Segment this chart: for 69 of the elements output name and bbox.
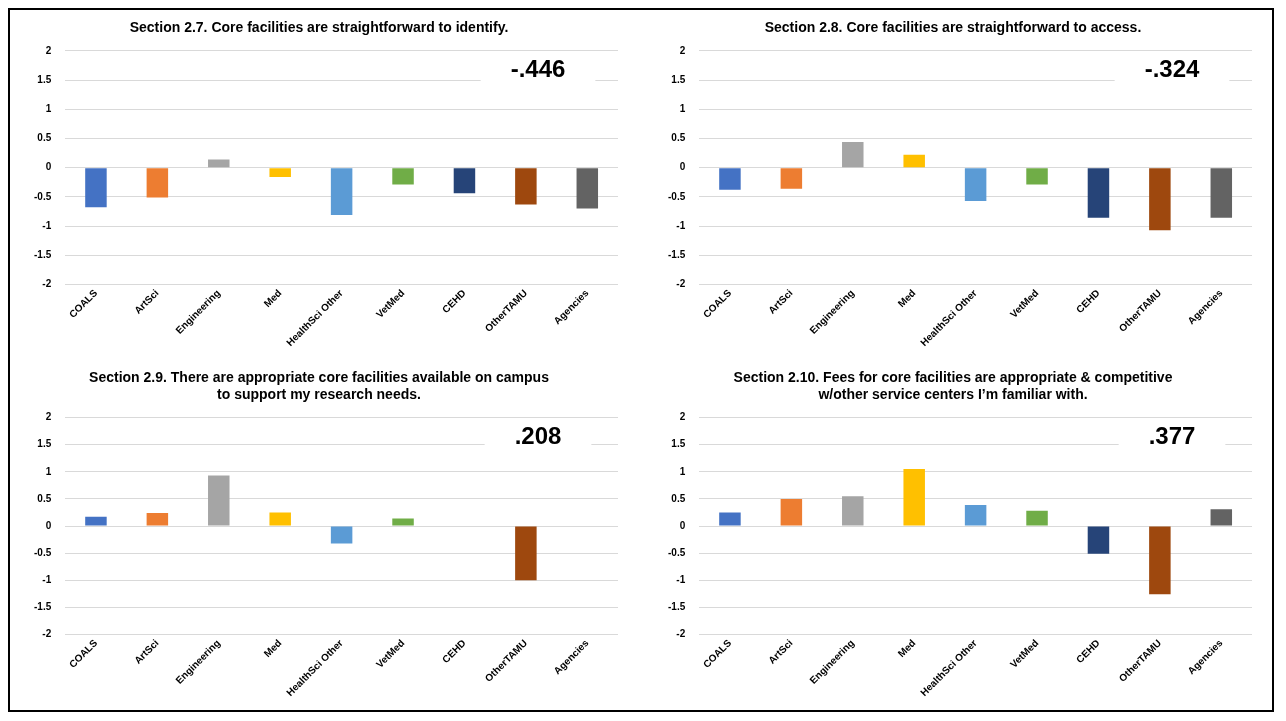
bar [719,168,741,190]
bar [1149,168,1171,231]
y-tick-label: -2 [42,628,52,640]
annotation: .377 [1148,422,1196,450]
bar [842,496,864,526]
y-tick-label: -0.5 [34,190,52,202]
y-tick-label: 2 [45,411,52,423]
annotation: -.446 [510,55,566,83]
annotation: -.324 [1144,55,1200,83]
bar [964,504,987,526]
y-tick-label: 0.5 [37,492,52,504]
chart-title: Section 2.10. Fees for core facilities are appropriate & competitive w/other service centers I’m familiar with. [733,369,1173,403]
bar [719,512,741,526]
y-tick-label: 1 [45,465,52,477]
y-tick-label: -1 [676,574,686,585]
y-tick-label: -0.5 [34,546,52,558]
y-tick-label: 2 [679,44,686,56]
y-tick-label: 1 [679,102,686,114]
bar [208,475,230,526]
bar [1087,168,1110,218]
bar [392,518,414,526]
chart-title: Section 2.9. There are appropriate core facilities available on campus to support my research needs. [89,369,550,403]
bar [964,168,987,201]
y-tick-label: -1 [676,219,686,231]
bar [269,512,291,526]
bar [780,168,803,189]
y-tick-label: 1 [679,465,686,477]
y-tick-label: -1.5 [34,601,52,613]
y-tick-label: 0 [679,161,686,173]
bar [515,526,537,581]
bar [1210,168,1233,218]
annotation: .208 [514,422,562,450]
y-tick-label: 2 [45,44,52,56]
y-tick-label: 2 [679,411,686,423]
y-tick-label: 1.5 [37,438,52,450]
y-tick-label: 1 [45,102,52,114]
y-tick-label: -2 [42,278,52,290]
bar [1210,509,1233,526]
chart-title: Section 2.8. Core facilities are straightforward to access. [764,19,1142,36]
bar [1149,526,1171,595]
bar [903,469,925,526]
y-tick-label: -2 [676,628,686,640]
bar [842,141,864,168]
bar [903,154,925,168]
y-tick-label: -0.5 [668,546,686,558]
bar [1087,526,1110,554]
bar [85,516,107,526]
y-tick-label: -2 [676,278,686,290]
y-tick-label: 0 [45,519,52,531]
bar [780,498,803,526]
bar [1026,510,1048,526]
y-tick-label: 1.5 [37,73,52,85]
y-tick-label: 0.5 [671,492,686,504]
y-tick-label: 1.5 [671,438,686,450]
y-tick-label: 0 [45,161,52,173]
bar [1026,168,1048,185]
y-tick-label: 0 [679,519,686,531]
y-tick-label: -1 [42,574,52,585]
y-tick-label: -0.5 [668,190,686,202]
chart-title: Section 2.7. Core facilities are straightforward to identify. [129,19,509,36]
bar [330,526,353,544]
y-tick-label: -1 [42,219,52,231]
y-tick-label: 1.5 [671,73,686,85]
y-tick-label: 0.5 [37,132,52,144]
y-tick-label: 0.5 [671,132,686,144]
y-tick-label: -1.5 [668,601,686,613]
bar [146,513,169,526]
y-tick-label: -1.5 [34,249,52,261]
y-tick-label: -1.5 [668,249,686,261]
